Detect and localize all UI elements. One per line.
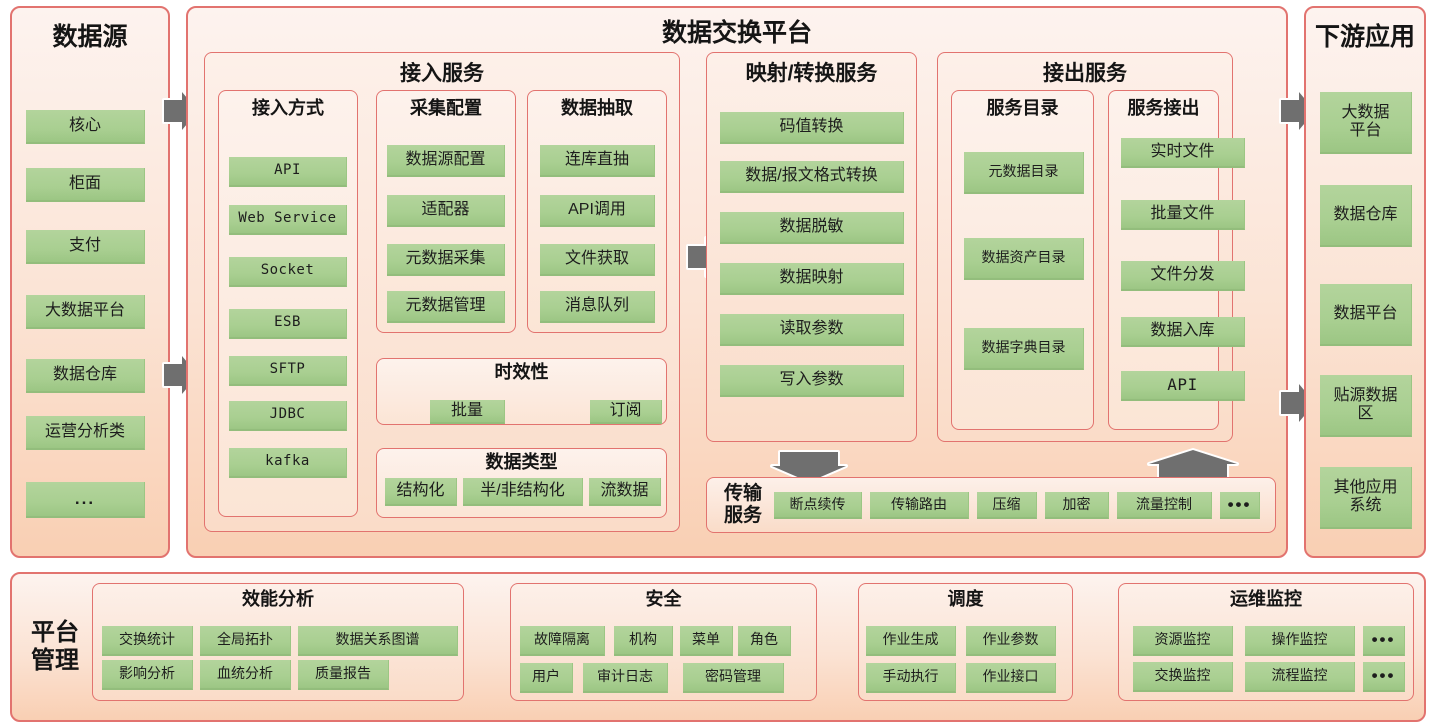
security-item-user[interactable]: 用户 <box>520 663 573 693</box>
security-item-audit-log[interactable]: 审计日志 <box>583 663 668 693</box>
timeliness-item-batch[interactable]: 批量 <box>430 400 505 424</box>
scheduling-title: 调度 <box>947 589 984 609</box>
efficiency-analysis-title: 效能分析 <box>242 589 314 609</box>
access-mode-item-web-service[interactable]: Web Service <box>229 205 347 235</box>
transport-item-resume[interactable]: 断点续传 <box>774 492 862 519</box>
data-type-item-stream[interactable]: 流数据 <box>589 478 661 506</box>
arrow-mapping-to-transport <box>770 446 848 486</box>
timeliness-item-subscribe[interactable]: 订阅 <box>590 400 662 424</box>
data-type-title: 数据类型 <box>485 452 558 472</box>
scheduling-item-manual-exec[interactable]: 手动执行 <box>866 663 956 693</box>
ops-item-operation-monitor[interactable]: 操作监控 <box>1245 626 1355 656</box>
data-source-title: 数据源 <box>52 23 128 51</box>
collect-config-item-adapter[interactable]: 适配器 <box>387 195 505 227</box>
transport-item-more[interactable]: ••• <box>1220 492 1260 519</box>
data-source-item-bigdata[interactable]: 大数据平台 <box>26 295 145 329</box>
exchange-platform-title: 数据交换平台 <box>661 19 812 47</box>
ops-item-more-row2[interactable]: ••• <box>1363 662 1405 692</box>
collect-config-item-metadata-manage[interactable]: 元数据管理 <box>387 291 505 323</box>
efficiency-item-global-topology[interactable]: 全局拓扑 <box>200 626 291 656</box>
mapping-service-title: 映射/转换服务 <box>745 62 878 85</box>
efficiency-item-exchange-stats[interactable]: 交换统计 <box>102 626 193 656</box>
access-service-title: 接入服务 <box>400 62 484 85</box>
data-source-item-warehouse[interactable]: 数据仓库 <box>26 359 145 393</box>
mapping-item-desensitization[interactable]: 数据脱敏 <box>720 212 904 244</box>
access-mode-title: 接入方式 <box>252 98 324 118</box>
scheduling-item-job-params[interactable]: 作业参数 <box>966 626 1056 656</box>
scheduling-item-job-generate[interactable]: 作业生成 <box>866 626 956 656</box>
service-export-item-file-distribute[interactable]: 文件分发 <box>1121 261 1245 291</box>
downstream-item-data-platform[interactable]: 数据平台 <box>1320 284 1412 346</box>
downstream-item-bigdata-platform[interactable]: 大数据 平台 <box>1320 92 1412 154</box>
timeliness-title: 时效性 <box>494 362 549 382</box>
data-extract-item-file-fetch[interactable]: 文件获取 <box>540 244 655 276</box>
transport-item-compression[interactable]: 压缩 <box>977 492 1037 519</box>
service-catalog-item-dictionary[interactable]: 数据字典目录 <box>964 328 1084 370</box>
access-mode-item-sftp[interactable]: SFTP <box>229 356 347 386</box>
data-extract-item-direct-db[interactable]: 连库直抽 <box>540 145 655 177</box>
mapping-item-read-params[interactable]: 读取参数 <box>720 314 904 346</box>
access-mode-item-kafka[interactable]: kafka <box>229 448 347 478</box>
service-catalog-title: 服务目录 <box>986 98 1059 118</box>
arrow-transport-to-output <box>1145 446 1241 486</box>
access-mode-item-socket[interactable]: Socket <box>229 257 347 287</box>
access-mode-item-esb[interactable]: ESB <box>229 309 347 339</box>
service-export-item-data-load[interactable]: 数据入库 <box>1121 317 1245 347</box>
collect-config-title: 采集配置 <box>410 98 482 118</box>
access-mode-item-api[interactable]: API <box>229 157 347 187</box>
efficiency-item-impact-analysis[interactable]: 影响分析 <box>102 660 193 690</box>
security-item-role[interactable]: 角色 <box>738 626 791 656</box>
data-source-panel: 数据源 <box>10 6 170 558</box>
access-mode-item-jdbc[interactable]: JDBC <box>229 401 347 431</box>
data-type-item-semi-unstructured[interactable]: 半/非结构化 <box>463 478 583 506</box>
mapping-item-write-params[interactable]: 写入参数 <box>720 365 904 397</box>
service-catalog-item-asset[interactable]: 数据资产目录 <box>964 238 1084 280</box>
transport-item-flow-control[interactable]: 流量控制 <box>1117 492 1212 519</box>
data-source-item-operation[interactable]: 运营分析类 <box>26 416 145 450</box>
efficiency-item-quality-report[interactable]: 质量报告 <box>298 660 389 690</box>
service-export-item-api[interactable]: API <box>1121 371 1245 401</box>
service-export-title: 服务接出 <box>1127 98 1200 118</box>
scheduling-item-job-interface[interactable]: 作业接口 <box>966 663 1056 693</box>
data-source-item-counter[interactable]: 柜面 <box>26 168 145 202</box>
transport-service-title: 传输 服务 <box>723 483 762 526</box>
efficiency-item-relation-graph[interactable]: 数据关系图谱 <box>298 626 458 656</box>
mapping-item-format-convert[interactable]: 数据/报文格式转换 <box>720 161 904 193</box>
platform-management-title: 平台 管理 <box>31 619 79 674</box>
service-export-item-batch-file[interactable]: 批量文件 <box>1121 200 1245 230</box>
efficiency-item-lineage-analysis[interactable]: 血统分析 <box>200 660 291 690</box>
collect-config-item-metadata-collect[interactable]: 元数据采集 <box>387 244 505 276</box>
security-item-password-manage[interactable]: 密码管理 <box>683 663 784 693</box>
ops-item-resource-monitor[interactable]: 资源监控 <box>1133 626 1233 656</box>
ops-item-exchange-monitor[interactable]: 交换监控 <box>1133 662 1233 692</box>
service-export-item-realtime-file[interactable]: 实时文件 <box>1121 138 1245 168</box>
downstream-item-source-zone[interactable]: 贴源数据 区 <box>1320 375 1412 437</box>
data-extract-item-message-queue[interactable]: 消息队列 <box>540 291 655 323</box>
security-item-organization[interactable]: 机构 <box>614 626 673 656</box>
security-item-fault-isolation[interactable]: 故障隔离 <box>520 626 605 656</box>
output-service-title: 接出服务 <box>1043 62 1127 85</box>
downstream-item-other-systems[interactable]: 其他应用 系统 <box>1320 467 1412 529</box>
data-source-item-payment[interactable]: 支付 <box>26 230 145 264</box>
collect-config-item-datasource[interactable]: 数据源配置 <box>387 145 505 177</box>
security-item-menu[interactable]: 菜单 <box>680 626 733 656</box>
mapping-item-code-convert[interactable]: 码值转换 <box>720 112 904 144</box>
security-title: 安全 <box>645 589 682 609</box>
data-type-item-structured[interactable]: 结构化 <box>385 478 457 506</box>
mapping-item-data-mapping[interactable]: 数据映射 <box>720 263 904 295</box>
data-extract-item-api-call[interactable]: API调用 <box>540 195 655 227</box>
transport-item-encryption[interactable]: 加密 <box>1045 492 1109 519</box>
downstream-title: 下游应用 <box>1314 23 1415 51</box>
ops-item-more-row1[interactable]: ••• <box>1363 626 1405 656</box>
transport-item-route[interactable]: 传输路由 <box>870 492 969 519</box>
ops-item-process-monitor[interactable]: 流程监控 <box>1245 662 1355 692</box>
ops-monitoring-title: 运维监控 <box>1230 589 1302 609</box>
data-extract-title: 数据抽取 <box>561 98 633 118</box>
data-source-item-core[interactable]: 核心 <box>26 110 145 144</box>
downstream-item-warehouse[interactable]: 数据仓库 <box>1320 185 1412 247</box>
data-source-item-more[interactable]: ... <box>26 482 145 518</box>
service-catalog-item-metadata[interactable]: 元数据目录 <box>964 152 1084 194</box>
